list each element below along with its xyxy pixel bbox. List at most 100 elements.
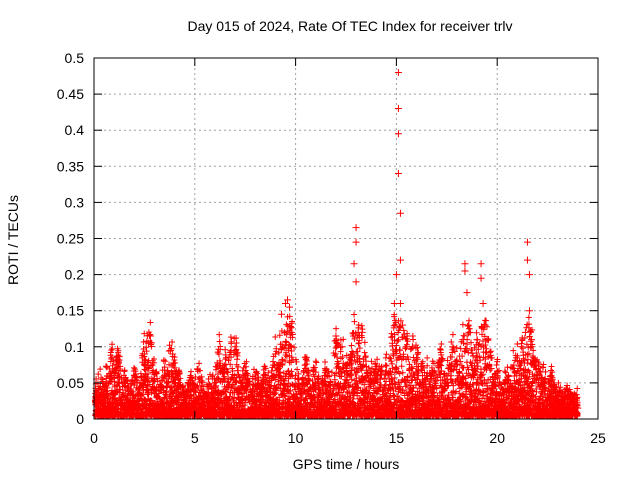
data-point <box>352 224 360 232</box>
data-point <box>120 383 128 391</box>
data-point <box>473 336 481 344</box>
data-point <box>207 383 215 391</box>
y-tick-label: 0.5 <box>65 50 85 66</box>
data-point <box>523 256 531 264</box>
data-point <box>231 343 239 351</box>
data-point <box>529 357 537 365</box>
data-point <box>288 328 296 336</box>
x-tick-label: 5 <box>191 430 199 446</box>
data-point <box>487 364 495 372</box>
data-point <box>509 364 517 372</box>
data-point <box>96 383 104 391</box>
data-point <box>251 375 259 383</box>
data-point <box>169 350 177 358</box>
data-point <box>372 372 380 380</box>
data-point <box>140 350 148 358</box>
data-point <box>394 170 402 178</box>
data-point <box>332 332 340 340</box>
data-point <box>402 343 410 351</box>
data-point <box>574 404 582 412</box>
data-point <box>479 299 487 307</box>
axis-ticks: 0 0.05 0.1 0.15 0.2 0.25 0.3 0.35 0.4 0.45 0.5 0 5 10… <box>57 50 606 446</box>
data-point <box>503 375 511 383</box>
data-point <box>443 372 451 380</box>
data-point <box>271 350 279 358</box>
data-point <box>477 260 485 268</box>
data-point <box>527 336 535 344</box>
data-point <box>150 375 158 383</box>
data-point <box>130 379 138 387</box>
data-point <box>449 343 457 351</box>
data-point <box>346 361 354 369</box>
data-point <box>513 357 521 365</box>
data-point <box>461 260 469 268</box>
data-point <box>338 343 346 351</box>
data-point <box>322 372 330 380</box>
data-point <box>398 321 406 329</box>
x-tick-label: 0 <box>90 430 98 446</box>
data-point <box>352 238 360 246</box>
y-tick-label: 0.2 <box>65 267 85 283</box>
data-point <box>477 274 485 282</box>
data-point <box>167 346 175 354</box>
data-point <box>523 238 531 246</box>
data-point <box>382 368 390 376</box>
data-point <box>517 343 525 351</box>
data-point <box>175 383 183 391</box>
data-point <box>102 379 110 387</box>
data-point <box>525 307 533 315</box>
y-tick-label: 0 <box>76 411 84 427</box>
data-point-cloud <box>91 311 581 420</box>
data-point <box>388 339 396 347</box>
data-point <box>459 336 467 344</box>
data-point <box>469 372 477 380</box>
data-point <box>221 364 229 372</box>
data-point <box>352 278 360 286</box>
data-point <box>534 372 542 380</box>
data-point <box>110 372 118 380</box>
data-point <box>437 357 445 365</box>
data-point <box>390 299 398 307</box>
data-point <box>409 343 417 351</box>
data-point <box>423 372 431 380</box>
data-point <box>286 303 294 311</box>
data-point <box>261 372 269 380</box>
data-point <box>396 209 404 217</box>
data-point <box>392 271 400 279</box>
data-point <box>493 372 501 380</box>
y-tick-label: 0.25 <box>57 231 84 247</box>
data-point <box>483 336 491 344</box>
data-point <box>376 375 384 383</box>
data-point <box>187 386 195 394</box>
data-point <box>342 364 350 372</box>
data-point <box>146 332 154 340</box>
data-point <box>144 339 152 347</box>
data-point <box>413 354 421 362</box>
data-point <box>564 401 572 409</box>
data-point <box>108 354 116 362</box>
data-point <box>461 267 469 275</box>
data-point <box>394 105 402 113</box>
data-point <box>540 379 548 387</box>
data-point <box>292 372 300 380</box>
y-tick-label: 0.35 <box>57 158 84 174</box>
x-tick-label: 20 <box>489 430 505 446</box>
data-point <box>525 271 533 279</box>
data-point <box>358 328 366 336</box>
data-point <box>394 68 402 76</box>
data-point <box>429 368 437 376</box>
y-tick-label: 0.4 <box>65 122 85 138</box>
data-point <box>350 260 358 268</box>
y-tick-label: 0.05 <box>57 375 84 391</box>
data-point <box>284 296 292 304</box>
data-point <box>277 310 285 318</box>
x-tick-label: 15 <box>389 430 405 446</box>
data-point <box>366 368 374 376</box>
data-point <box>282 299 290 307</box>
y-tick-label: 0.45 <box>57 86 84 102</box>
dense-point-cloud <box>91 311 581 420</box>
data-point <box>453 361 461 369</box>
data-point <box>396 256 404 264</box>
y-axis-label: ROTI / TECUs <box>5 195 21 285</box>
